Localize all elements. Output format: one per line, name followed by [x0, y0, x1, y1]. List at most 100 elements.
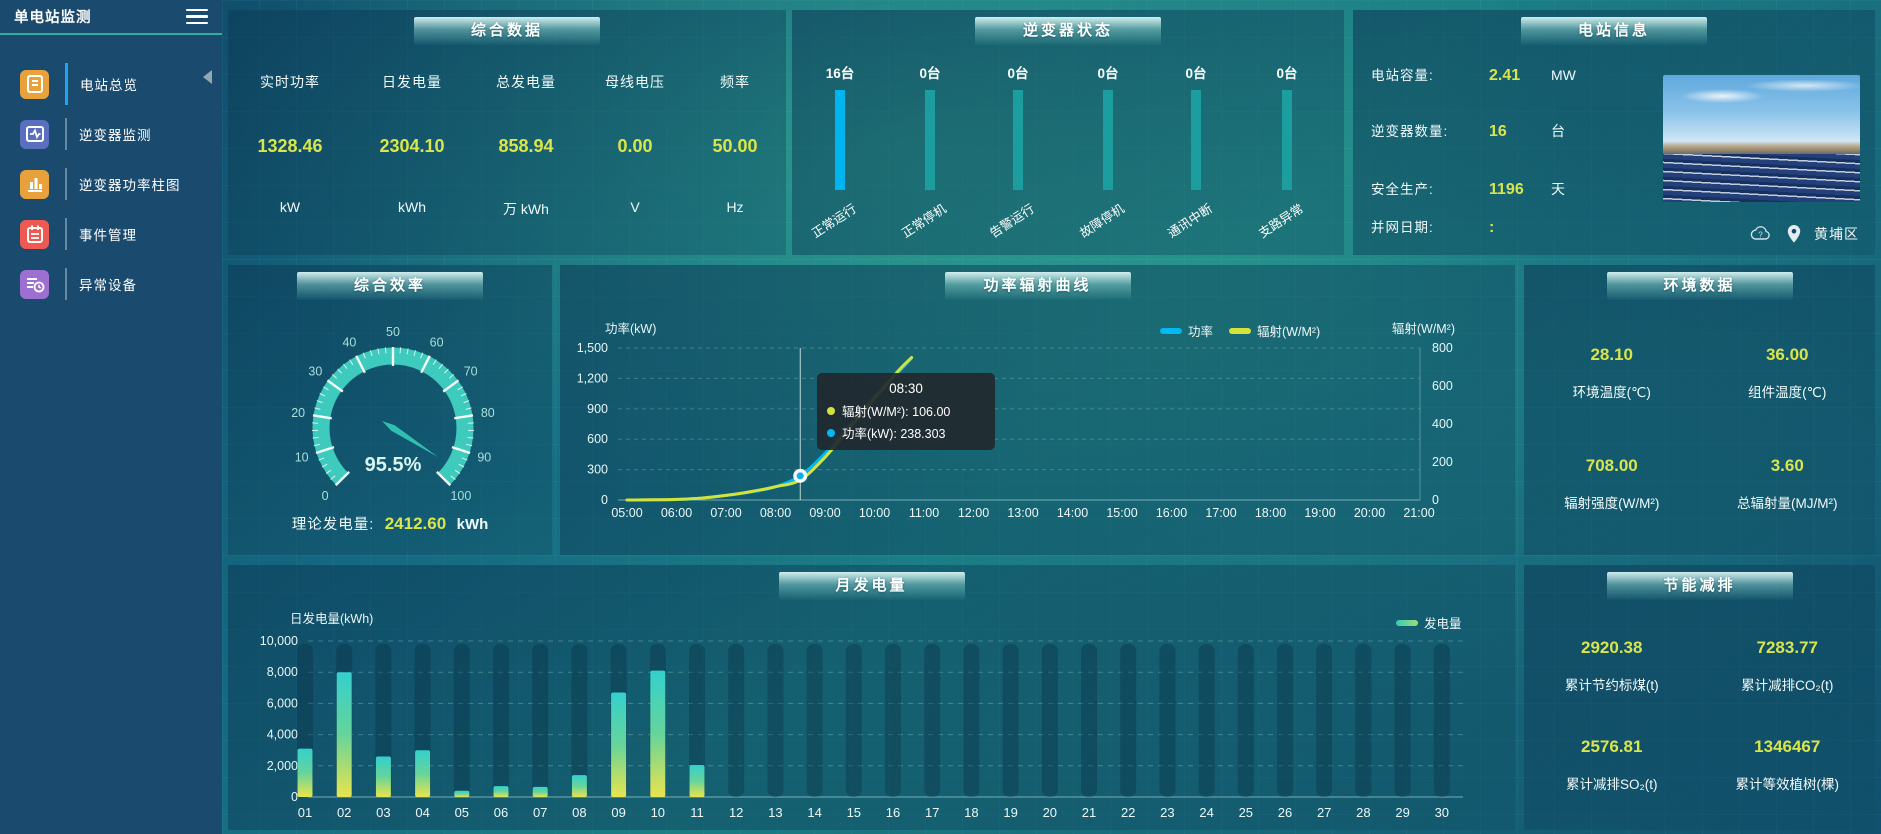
cell-value: 1346467: [1754, 736, 1821, 756]
location-pin-icon[interactable]: [1786, 224, 1802, 244]
y-left-axis-name: 功率(kW): [605, 321, 656, 336]
inverter-status-bar: [1190, 90, 1201, 190]
y-right-axis-name: 辐射(W/M²): [1392, 321, 1455, 336]
sidebar-header: 单电站监测: [0, 0, 222, 35]
env-grid-cell-3: 3.60 总辐射量(MJ/M²): [1700, 428, 1876, 539]
metric-unit: Hz: [726, 199, 744, 215]
x-tick: 28: [1356, 805, 1370, 820]
gauge-tick-label: 100: [450, 489, 471, 503]
inverter-count: 0台: [1185, 66, 1207, 81]
inverter-status-bar: [834, 90, 845, 190]
gauge-tick: [399, 347, 402, 354]
station-row-unit: 天: [1551, 181, 1565, 197]
gauge-tick: [451, 446, 471, 455]
gauge-tick: [438, 363, 444, 370]
gauge-tick: [467, 436, 474, 439]
sidebar-item-1[interactable]: 逆变器监测: [0, 109, 222, 159]
x-tick: 09: [611, 805, 625, 820]
y-left-tick: 900: [587, 402, 608, 416]
bar-day-10[interactable]: [650, 670, 666, 797]
x-tick: 11: [690, 805, 704, 820]
gauge-tick: [466, 443, 473, 447]
weather-icon[interactable]: ?: [1748, 224, 1774, 244]
station-row-label: 电站容量:: [1371, 68, 1434, 83]
cell-value: 2576.81: [1581, 736, 1643, 756]
inverter-status-label: 正常运行: [809, 201, 859, 241]
cell-label: 累计节约标煤(t): [1564, 678, 1659, 694]
menu-divider: [65, 63, 68, 105]
y-right-tick: 400: [1432, 417, 1453, 431]
bar-day-03[interactable]: [375, 756, 391, 797]
bar-day-05[interactable]: [454, 790, 470, 797]
legend-item-1[interactable]: 辐射(W/M²): [1229, 321, 1320, 340]
gauge-tick-label: 50: [386, 325, 400, 339]
legend-item-generation[interactable]: 发电量: [1396, 613, 1462, 632]
shadow-bar-15: [845, 644, 862, 797]
x-tick: 12:00: [958, 506, 989, 520]
x-tick: 15:00: [1106, 506, 1137, 520]
legend-label: 发电量: [1424, 617, 1462, 631]
gauge-tick: [454, 414, 474, 420]
legend-item-0[interactable]: 功率: [1160, 321, 1213, 340]
inverter-status-bar: [1012, 90, 1023, 190]
gauge-tick: [460, 393, 467, 397]
x-tick: 25: [1239, 805, 1253, 820]
panel-curve-title: 功率辐射曲线: [944, 272, 1131, 300]
sidebar-item-label: 电站总览: [80, 78, 138, 93]
shadow-bar-28: [1355, 644, 1372, 797]
station-row-value: 16: [1489, 123, 1507, 140]
x-tick: 14: [807, 805, 821, 820]
sidebar-collapse-icon[interactable]: [203, 70, 212, 84]
station-row-0: 电站容量: 2.41 MW: [1371, 64, 1576, 85]
bar-day-01[interactable]: [297, 748, 313, 797]
summary-metric-3: 母线电压 0.00 V: [570, 72, 700, 215]
gauge-tick-label: 70: [464, 365, 478, 379]
gauge-tick: [454, 469, 461, 474]
x-tick: 16:00: [1156, 506, 1187, 520]
bar-day-08[interactable]: [571, 775, 587, 797]
hamburger-icon[interactable]: [186, 6, 208, 28]
x-tick: 21:00: [1403, 506, 1434, 520]
sidebar-item-3[interactable]: 事件管理: [0, 209, 222, 259]
inverter-status-3: 0台 故障停机: [1077, 62, 1133, 241]
gauge-tick: [432, 359, 437, 365]
metric-label: 日发电量: [382, 74, 442, 90]
cell-label: 累计减排CO₂(t): [1741, 678, 1834, 694]
gauge-tick: [318, 457, 325, 461]
gauge-tick: [323, 386, 329, 391]
shadow-bar-14: [806, 644, 823, 797]
cell-label: 累计减排SO₂(t): [1566, 776, 1658, 792]
legend-label: 辐射(W/M²): [1257, 325, 1321, 339]
x-tick: 05: [455, 805, 469, 820]
summary-metric-4: 频率 50.00 Hz: [670, 72, 800, 215]
metric-unit: kWh: [398, 199, 426, 215]
metric-unit: kW: [279, 199, 301, 215]
bar-day-09[interactable]: [611, 692, 627, 797]
sidebar-item-2[interactable]: 逆变器功率柱图: [0, 159, 222, 209]
gauge-tick: [312, 414, 332, 420]
sidebar-item-0[interactable]: 电站总览: [0, 59, 222, 109]
shadow-bar-07: [532, 644, 549, 797]
gauge-tick: [334, 470, 351, 487]
gauge-tick: [420, 355, 431, 374]
bar-day-11[interactable]: [689, 765, 705, 797]
gauge-tick-label: 20: [291, 406, 305, 420]
cell-value: 2920.38: [1581, 638, 1643, 658]
x-tick: 29: [1395, 805, 1409, 820]
legend-swatch: [1396, 619, 1418, 626]
legend-swatch: [1160, 327, 1182, 334]
gauge-tick-label: 10: [295, 451, 309, 465]
theoretical-value: 2412.60: [384, 514, 447, 533]
sidebar-item-4[interactable]: 异常设备: [0, 259, 222, 309]
inverter-count: 16台: [825, 66, 855, 81]
bar-day-06[interactable]: [493, 786, 509, 797]
bar-day-07[interactable]: [532, 786, 548, 797]
gauge-tick: [420, 352, 424, 359]
tooltip-row-0: 辐射(W/M²): 106.00: [827, 401, 985, 420]
bar-day-04[interactable]: [415, 750, 431, 797]
panel-monthly-title: 月发电量: [778, 572, 965, 600]
y-axis-name: 日发电量(kWh): [290, 611, 373, 626]
bar-day-02[interactable]: [336, 672, 352, 797]
summary-metric-0: 实时功率 1328.46 kW: [225, 72, 355, 215]
abnormal-device-icon: [20, 269, 49, 299]
